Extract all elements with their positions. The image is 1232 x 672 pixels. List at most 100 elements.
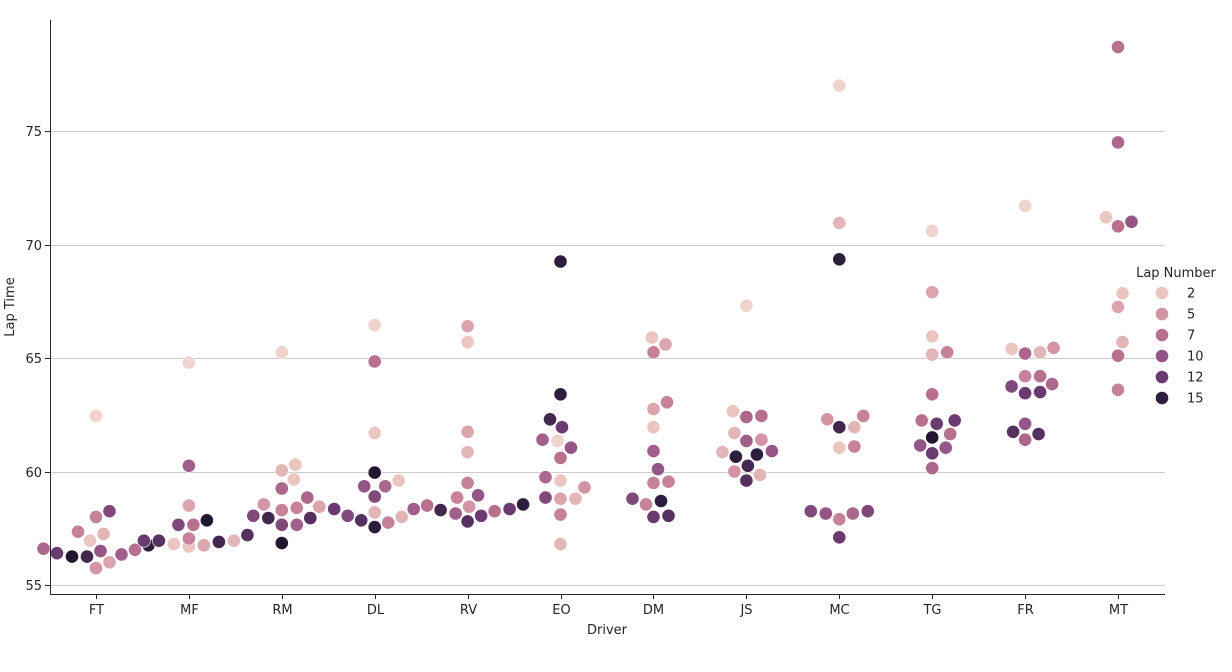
point-FT-lap-1 bbox=[89, 408, 103, 423]
point-MC-lap-12 bbox=[832, 530, 847, 545]
point-MC-lap-3 bbox=[847, 420, 862, 435]
point-EO-lap-15 bbox=[553, 387, 568, 402]
point-TG-lap-12 bbox=[947, 413, 962, 428]
point-TG-lap-16 bbox=[925, 430, 940, 445]
point-RM-lap-14 bbox=[261, 511, 276, 525]
point-JS-lap-15 bbox=[750, 447, 764, 462]
x-tick-label-RV: RV bbox=[460, 603, 477, 618]
point-EO-lap-2 bbox=[553, 473, 568, 488]
point-RV-lap-4 bbox=[460, 424, 475, 439]
point-FT-lap-6 bbox=[71, 524, 85, 539]
point-DM-lap-11 bbox=[625, 491, 640, 506]
point-MC-lap-8 bbox=[845, 506, 860, 521]
point-EO-lap-10 bbox=[564, 440, 578, 455]
point-JS-lap-2 bbox=[726, 404, 740, 419]
legend-label-15: 15 bbox=[1187, 392, 1204, 407]
point-DM-lap-6 bbox=[646, 475, 661, 490]
point-MT-lap-7 bbox=[1111, 40, 1125, 54]
point-TG-lap-10 bbox=[913, 438, 928, 453]
point-FT-lap-14 bbox=[80, 549, 94, 564]
point-FR-lap-12 bbox=[1018, 386, 1032, 401]
point-RM-lap-13 bbox=[303, 511, 318, 525]
point-RM-lap-8 bbox=[300, 490, 315, 505]
point-TG-lap-10 bbox=[938, 440, 953, 455]
point-JS-lap-14 bbox=[741, 458, 755, 473]
y-tick-label-65: 65 bbox=[25, 352, 42, 367]
point-RV-lap-6 bbox=[460, 475, 475, 490]
point-MC-lap-1 bbox=[832, 78, 847, 93]
point-TG-lap-1 bbox=[925, 223, 940, 238]
point-RV-lap-15 bbox=[516, 497, 530, 512]
point-DL-lap-8 bbox=[378, 479, 393, 494]
point-DL-lap-11 bbox=[340, 508, 355, 523]
point-FR-lap-7 bbox=[1033, 369, 1047, 384]
point-DM-lap-2 bbox=[646, 420, 661, 435]
point-MC-lap-14 bbox=[832, 420, 847, 435]
legend-label-7: 7 bbox=[1187, 329, 1195, 344]
point-RV-lap-7 bbox=[487, 504, 502, 519]
y-tick-label-60: 60 bbox=[25, 466, 42, 481]
point-RM-lap-4 bbox=[312, 499, 327, 514]
point-MF-lap-9 bbox=[181, 458, 196, 473]
point-FT-lap-5 bbox=[89, 561, 103, 575]
point-DL-lap-3 bbox=[394, 510, 409, 524]
legend-marker-2 bbox=[1155, 286, 1169, 300]
legend-marker-7 bbox=[1155, 328, 1169, 342]
point-DL-lap-2 bbox=[391, 473, 406, 488]
point-RM-lap-11 bbox=[274, 517, 289, 532]
point-TG-lap-7 bbox=[943, 427, 958, 441]
x-axis-title: Driver bbox=[587, 623, 628, 638]
point-FT-lap-2 bbox=[83, 533, 97, 548]
y-tick-label-55: 55 bbox=[25, 579, 42, 594]
legend-marker-5 bbox=[1155, 307, 1169, 321]
point-TG-lap-8 bbox=[925, 461, 940, 475]
point-MC-lap-11 bbox=[803, 504, 818, 519]
point-RV-lap-13 bbox=[460, 514, 475, 529]
x-tick-label-RM: RM bbox=[272, 603, 292, 618]
point-RV-lap-9 bbox=[448, 506, 463, 521]
point-DL-lap-3 bbox=[367, 505, 382, 520]
point-RM-lap-9 bbox=[289, 517, 304, 532]
point-MC-lap-5 bbox=[820, 412, 835, 427]
point-MF-lap-11 bbox=[171, 517, 186, 532]
legend-marker-15 bbox=[1155, 391, 1169, 405]
point-MC-lap-10 bbox=[818, 506, 833, 521]
point-JS-lap-9 bbox=[739, 433, 754, 448]
point-FT-lap-8 bbox=[36, 541, 51, 556]
point-JS-lap-3 bbox=[727, 425, 742, 440]
point-DM-lap-6 bbox=[661, 474, 676, 489]
point-FT-lap-12 bbox=[50, 546, 64, 561]
x-tick-label-FT: FT bbox=[89, 603, 104, 618]
point-MC-lap-6 bbox=[847, 439, 862, 454]
legend-entries: 2 5 7 10 12 15 bbox=[1155, 286, 1204, 407]
point-MF-lap-16 bbox=[199, 513, 214, 528]
point-FT-lap-11 bbox=[102, 504, 117, 519]
point-MF-lap-4 bbox=[196, 538, 211, 553]
data-points bbox=[36, 40, 1139, 575]
point-MT-lap-6 bbox=[1111, 382, 1125, 397]
point-FR-lap-12 bbox=[1033, 385, 1047, 399]
point-MT-lap-7 bbox=[1111, 219, 1125, 234]
point-RV-lap-10 bbox=[471, 488, 485, 503]
point-MT-lap-10 bbox=[1124, 214, 1139, 229]
point-DL-lap-13 bbox=[354, 513, 369, 528]
point-MC-lap-11 bbox=[860, 504, 875, 519]
point-DM-lap-4 bbox=[658, 337, 673, 352]
point-RV-lap-14 bbox=[433, 503, 448, 517]
point-MT-lap-2 bbox=[1115, 286, 1130, 301]
point-DL-lap-9 bbox=[406, 502, 421, 516]
y-axis-title: Lap Time bbox=[3, 277, 18, 336]
point-JS-lap-1 bbox=[739, 298, 754, 313]
point-EO-lap-1 bbox=[550, 433, 565, 448]
point-EO-lap-3 bbox=[553, 537, 568, 551]
point-RV-lap-7 bbox=[420, 498, 434, 513]
point-RV-lap-12 bbox=[502, 502, 517, 516]
point-FT-lap-7 bbox=[128, 542, 142, 557]
x-tick-label-EO: EO bbox=[552, 603, 570, 618]
point-DL-lap-1 bbox=[367, 318, 382, 332]
point-RM-lap-6 bbox=[274, 503, 289, 517]
point-DM-lap-2 bbox=[645, 330, 659, 345]
point-MF-lap-4 bbox=[181, 498, 196, 513]
legend-label-10: 10 bbox=[1187, 350, 1204, 365]
axes bbox=[50, 20, 1165, 595]
